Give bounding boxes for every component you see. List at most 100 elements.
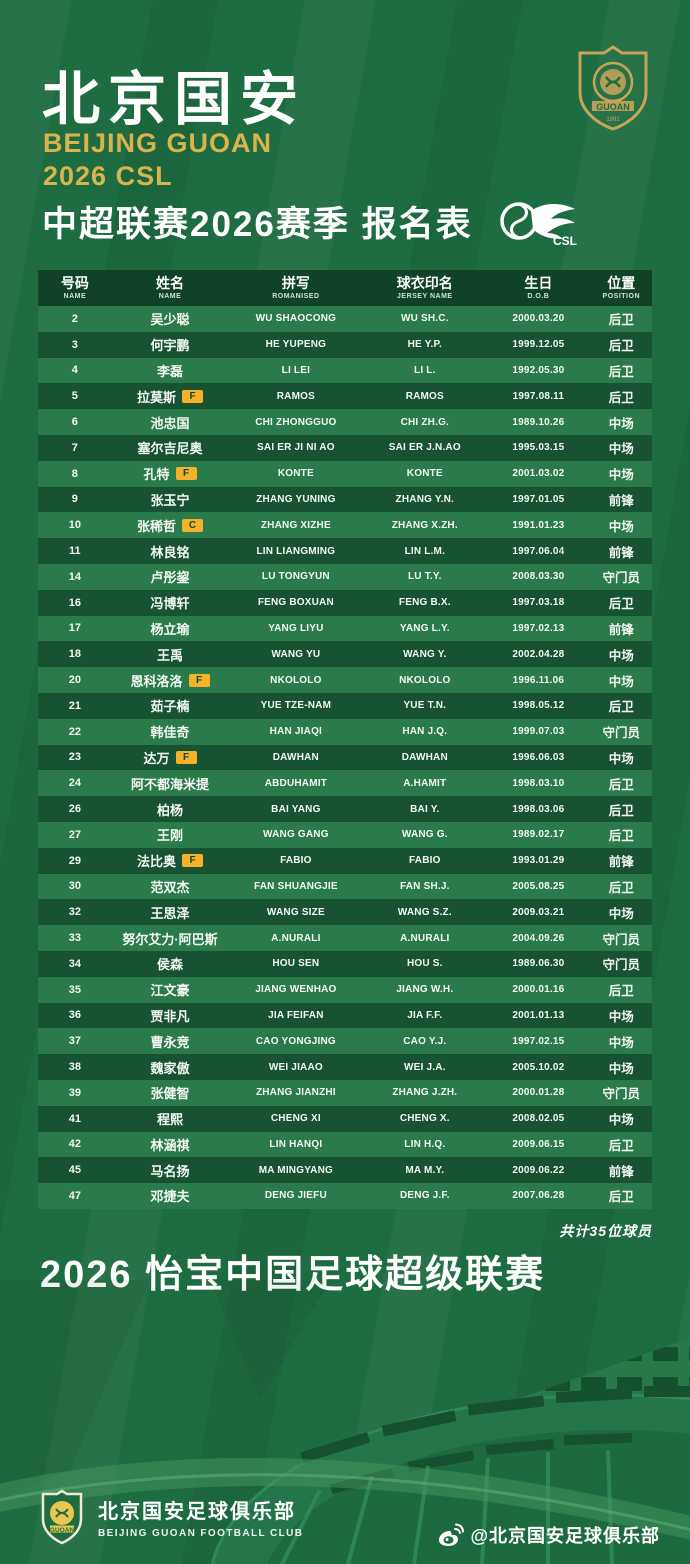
weibo-handle: @北京国安足球俱乐部 xyxy=(470,1526,660,1546)
table-row: 8 孔特 F KONTE KONTE 2001.03.02 中场 xyxy=(38,460,652,487)
club-crest-icon: GUOAN xyxy=(41,1489,83,1545)
player-name: 努尔艾力·阿巴斯 xyxy=(122,931,218,947)
league-title: 2026 怡宝中国足球超级联赛 xyxy=(40,1254,546,1296)
foreign-player-badge: F xyxy=(188,673,210,687)
total-players-note: 共计35位球员 xyxy=(559,1223,652,1239)
player-name: 魏家傲 xyxy=(150,1060,190,1076)
captain-badge: C xyxy=(182,518,203,532)
table-row: 37 曹永竞 CAO YONGJING CAO Y.J. 1997.02.15 中场 xyxy=(38,1028,652,1055)
table-row: 34 侯森 HOU SEN HOU S. 1989.06.30 守门员 xyxy=(38,950,652,977)
player-name: 塞尔吉尼奥 xyxy=(137,441,203,457)
table-row: 17 杨立瑜 YANG LIYU YANG L.Y. 1997.02.13 前锋 xyxy=(38,615,652,642)
player-name: 卢彤鋆 xyxy=(150,570,190,586)
svg-text:CSL: CSL xyxy=(553,234,577,247)
player-name: 何宇鹏 xyxy=(150,338,190,354)
player-name: 王禹 xyxy=(156,647,183,663)
roster-table: 号码 NAME 姓名 NAME 拼写 ROMANISED 球衣印名 JERSEY NAME 生日… xyxy=(38,270,652,1209)
player-name: 程熙 xyxy=(156,1112,183,1128)
player-name: 贾非凡 xyxy=(150,1008,190,1024)
table-row: 20 恩科洛洛 F NKOLOLO NKOLOLO 1996.11.06 中场 xyxy=(38,667,652,693)
guoan-crest-icon: GUOAN 1992 xyxy=(578,45,648,131)
column-header-en: JERSEY NAME xyxy=(397,292,453,300)
foreign-player-badge: F xyxy=(182,389,203,403)
table-row: 27 王刚 WANG GANG WANG G. 1989.02.17 后卫 xyxy=(38,821,652,848)
subtitle-row: 中超联赛2026赛季 报名表 CSL xyxy=(42,196,579,247)
table-row: 38 魏家傲 WEI JIAAO WEI J.A. 2005.10.02 中场 xyxy=(38,1054,652,1080)
table-row: 30 范双杰 FAN SHUANGJIE FAN SH.J. 2005.08.25 后卫 xyxy=(38,873,652,900)
column-header-en: POSITION xyxy=(602,292,640,300)
svg-text:GUOAN: GUOAN xyxy=(50,1527,75,1534)
player-name: 杨立瑜 xyxy=(150,621,190,637)
column-header: 球衣印名 JERSEY NAME xyxy=(363,276,486,300)
table-row: 23 达万 F DAWHAN DAWHAN 1996.06.03 中场 xyxy=(38,744,652,771)
table-row: 3 何宇鹏 HE YUPENG HE Y.P. 1999.12.05 后卫 xyxy=(38,331,652,358)
table-row: 18 王禹 WANG YU WANG Y. 2002.04.28 中场 xyxy=(38,641,652,668)
player-name: 孔特 xyxy=(143,467,170,483)
player-name: 侯森 xyxy=(156,957,183,973)
club-name-block: 北京国安足球俱乐部 BEIJING GUOAN FOOTBALL CLUB xyxy=(98,1495,303,1539)
player-name: 曹永竞 xyxy=(150,1034,190,1050)
player-name: 张健智 xyxy=(150,1086,190,1102)
club-footer: GUOAN 北京国安足球俱乐部 BEIJING GUOAN FOOTBALL C… xyxy=(38,1489,303,1545)
player-name: 林良铭 xyxy=(150,544,190,560)
table-row: 42 林涵祺 LIN HANQI LIN H.Q. 2009.06.15 后卫 xyxy=(38,1131,652,1158)
table-row: 6 池忠国 CHI ZHONGGUO CHI ZH.G. 1989.10.26 中场 xyxy=(38,409,652,435)
player-name: 林涵祺 xyxy=(150,1137,190,1153)
table-row: 26 柏杨 BAI YANG BAI Y. 1998.03.06 后卫 xyxy=(38,796,652,822)
table-row: 35 江文豪 JIANG WENHAO JIANG W.H. 2000.01.16 后卫 xyxy=(38,976,652,1003)
player-name: 邓捷夫 xyxy=(150,1189,190,1205)
column-header: 拼写 ROMANISED xyxy=(228,276,363,300)
foreign-player-badge: F xyxy=(175,750,197,764)
table-row: 32 王思泽 WANG SIZE WANG S.Z. 2009.03.21 中场 xyxy=(38,899,652,926)
player-name: 吴少聪 xyxy=(150,312,190,328)
table-row: 24 阿不都海米提 ABDUHAMIT A.HAMIT 1998.03.10 后卫 xyxy=(38,770,652,797)
table-row: 16 冯博轩 FENG BOXUAN FENG B.X. 1997.03.18 后卫 xyxy=(38,589,652,616)
club-title-en: BEIJING GUOAN xyxy=(43,128,273,158)
table-row: 9 张玉宁 ZHANG YUNING ZHANG Y.N. 1997.01.05 前锋 xyxy=(38,486,652,513)
player-name: 张稀哲 xyxy=(136,518,176,534)
csl-logo-icon: CSL xyxy=(499,201,577,247)
column-header: 号码 NAME xyxy=(38,276,112,300)
table-row: 2 吴少聪 WU SHAOCONG WU SH.C. 2000.03.20 后卫 xyxy=(38,306,652,332)
player-name: 冯博轩 xyxy=(150,596,190,612)
column-header: 姓名 NAME xyxy=(112,276,229,300)
table-row: 41 程熙 CHENG XI CHENG X. 2008.02.05 中场 xyxy=(38,1105,652,1132)
column-header-en: NAME xyxy=(158,292,182,300)
player-name: 达万 xyxy=(143,750,170,766)
table-row: 5 拉莫斯 F RAMOS RAMOS 1997.08.11 后卫 xyxy=(38,383,652,410)
season-label: 2026 CSL xyxy=(43,161,173,191)
player-name: 王刚 xyxy=(156,828,183,844)
table-body: 2 吴少聪 WU SHAOCONG WU SH.C. 2000.03.20 后卫 3 何宇鹏 H… xyxy=(38,306,652,1209)
table-row: 36 贾非凡 JIA FEIFAN JIA F.F. 2001.01.13 中场 xyxy=(38,1002,652,1029)
table-row: 47 邓捷夫 DENG JIEFU DENG J.F. 2007.06.28 后卫 xyxy=(38,1183,652,1209)
column-header: 位置 POSITION xyxy=(591,276,652,300)
table-row: 10 张稀哲 C ZHANG XIZHE ZHANG X.ZH. 1991.01.23 中场 xyxy=(38,512,652,539)
column-header-cn: 球衣印名 xyxy=(396,274,453,291)
table-header: 号码 NAME 姓名 NAME 拼写 ROMANISED 球衣印名 JERSEY NAME 生日… xyxy=(38,270,652,306)
player-name: 王思泽 xyxy=(150,905,190,921)
player-name: 池忠国 xyxy=(150,415,190,431)
column-header-cn: 生日 xyxy=(524,274,553,291)
player-name: 法比奥 xyxy=(136,854,176,870)
club-name-en: BEIJING GUOAN FOOTBALL CLUB xyxy=(98,1528,304,1539)
player-name: 茹子楠 xyxy=(150,699,190,715)
column-header-cn: 号码 xyxy=(60,274,89,291)
table-row: 14 卢彤鋆 LU TONGYUN LU T.Y. 2008.03.30 守门员 xyxy=(38,563,652,590)
player-name: 马名扬 xyxy=(150,1163,190,1179)
player-name: 张玉宁 xyxy=(150,492,190,508)
svg-text:1992: 1992 xyxy=(606,117,620,123)
player-name: 阿不都海米提 xyxy=(130,776,209,792)
column-header-cn: 拼写 xyxy=(281,274,310,291)
player-name: 范双杰 xyxy=(150,879,190,895)
column-header-en: D.O.B xyxy=(527,292,550,300)
foreign-player-badge: F xyxy=(182,854,203,868)
club-title-cn: 北京国安 xyxy=(42,67,307,132)
table-row: 29 法比奥 F FABIO FABIO 1993.01.29 前锋 xyxy=(38,847,652,874)
column-header-en: ROMANISED xyxy=(272,292,320,300)
table-row: 33 努尔艾力·阿巴斯 A.NURALI A.NURALI 2004.09.26 守门员 xyxy=(38,925,652,951)
player-name: 江文豪 xyxy=(150,983,190,999)
column-header-cn: 姓名 xyxy=(156,274,184,291)
column-header-cn: 位置 xyxy=(607,274,636,291)
player-name: 恩科洛洛 xyxy=(130,673,183,689)
